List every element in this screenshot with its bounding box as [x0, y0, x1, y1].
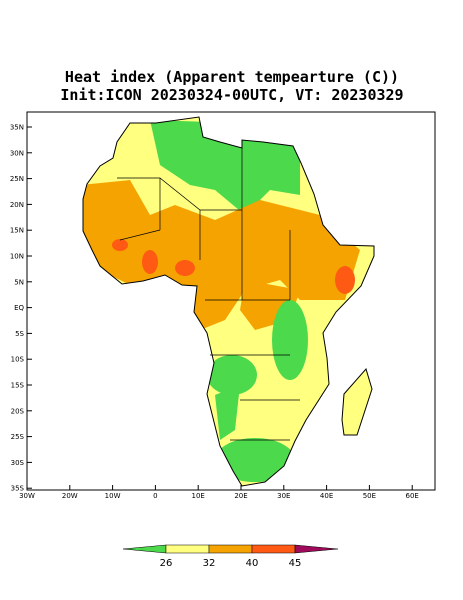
lon-tick-label: 10E: [192, 492, 205, 500]
lon-axis: 30W 20W 10W 0 10E 20E 30E 40E 50E 60E: [19, 485, 419, 500]
lat-tick-label: 5N: [14, 278, 24, 286]
colorbar-segment: [294, 544, 339, 554]
lat-tick-label: 15S: [11, 382, 25, 390]
lat-tick-label: 15N: [10, 227, 24, 235]
lon-tick-label: 10W: [105, 492, 121, 500]
lat-tick-label: 35N: [10, 124, 24, 132]
title: Heat index (Apparent tempearture (C)): [65, 68, 399, 86]
lon-tick-label: 50E: [363, 492, 376, 500]
colorbar-segment: [165, 544, 210, 554]
colorbar-segment: [251, 544, 296, 554]
lon-tick-label: 40E: [320, 492, 333, 500]
lat-axis: 35N 30N 25N 20N 15N 10N 5N EQ 5S 10S 15S 20S 25S 30S 3…: [10, 124, 32, 493]
colorbar-label: 26: [160, 558, 173, 569]
lon-tick-label: 0: [153, 492, 157, 500]
lat-tick-label: 35S: [11, 485, 25, 493]
lon-tick-label: 20W: [62, 492, 78, 500]
lon-tick-label: 20E: [234, 492, 247, 500]
madagascar: [341, 367, 373, 436]
lat-tick-label: 5S: [15, 330, 24, 338]
lat-tick-label: 30N: [10, 149, 24, 157]
lat-tick-label: 10S: [11, 356, 25, 364]
coastline: [82, 116, 375, 487]
colorbar: 26 32 40 45: [122, 544, 339, 569]
colorbar-label: 45: [289, 558, 302, 569]
lat-tick-label: EQ: [14, 304, 24, 312]
lat-tick-label: 25S: [11, 433, 25, 441]
borders: [117, 148, 300, 441]
lat-tick-label: 20S: [11, 407, 25, 415]
colorbar-label: 32: [203, 558, 216, 569]
lon-tick-label: 30E: [277, 492, 290, 500]
lon-tick-label: 30W: [19, 492, 35, 500]
colorbar-segment: [122, 544, 167, 554]
lat-tick-label: 20N: [10, 201, 24, 209]
lat-tick-label: 10N: [10, 253, 24, 261]
colorbar-segment: [208, 544, 253, 554]
lat-tick-label: 30S: [11, 459, 25, 467]
lon-tick-label: 60E: [406, 492, 419, 500]
colorbar-label: 40: [246, 558, 259, 569]
lat-tick-label: 25N: [10, 175, 24, 183]
subtitle: Init:ICON 20230324-00UTC, VT: 20230329: [60, 86, 403, 104]
